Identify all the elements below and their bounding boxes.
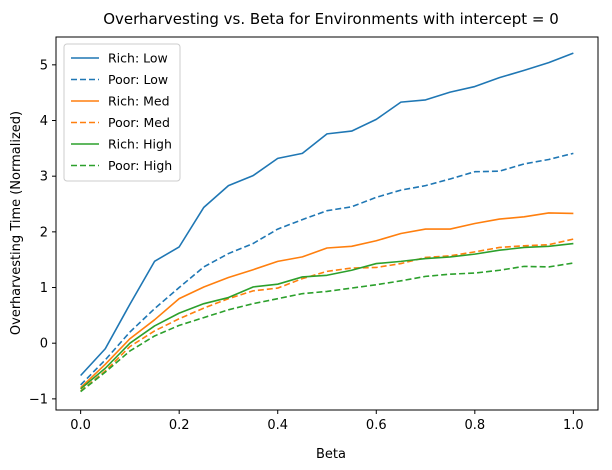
x-tick-label: 0.6: [366, 418, 387, 433]
plot-area: [80, 52, 574, 393]
x-tick-label: 1.0: [563, 418, 584, 433]
x-axis-label: Beta: [316, 447, 346, 462]
chart-title: Overharvesting vs. Beta for Environments…: [103, 10, 559, 28]
series-line-poor-high: [80, 262, 574, 393]
legend: Rich: Low Poor: Low Rich: Med Poor: Med Rich…: [63, 43, 181, 182]
legend-label: Rich: High: [108, 137, 172, 152]
y-tick-label: 3: [40, 170, 48, 185]
x-tick-label: 0.8: [464, 418, 485, 433]
y-tick-label: 4: [40, 114, 48, 129]
y-tick-label: −1: [29, 392, 48, 407]
x-tick-label: 0.0: [70, 418, 91, 433]
plot-frame: [55, 36, 599, 411]
y-tick-label: 2: [40, 225, 48, 240]
legend-label: Rich: Low: [108, 51, 168, 66]
series-line-rich-med: [80, 212, 574, 389]
y-axis-label: Overharvesting Time (Normalized): [9, 111, 24, 335]
series-line-rich-high: [80, 242, 574, 390]
legend-label: Poor: Low: [108, 72, 168, 87]
series-line-poor-low: [80, 152, 574, 386]
x-tick-label: 0.2: [169, 418, 190, 433]
y-tick-label: 5: [40, 58, 48, 73]
x-tick-label: 0.4: [267, 418, 288, 433]
series-line-rich-low: [80, 52, 574, 377]
x-axis: 0.0 0.2 0.4 0.6 0.8 1.0: [70, 410, 584, 433]
legend-box: [63, 43, 181, 182]
series-line-poor-med: [80, 238, 574, 392]
y-axis: −1 0 1 2 3 4 5: [29, 58, 56, 407]
legend-label: Rich: Med: [108, 94, 170, 109]
legend-label: Poor: Med: [108, 115, 170, 130]
y-tick-label: 0: [40, 337, 48, 352]
legend-label: Poor: High: [108, 158, 172, 173]
y-tick-label: 1: [40, 281, 48, 296]
